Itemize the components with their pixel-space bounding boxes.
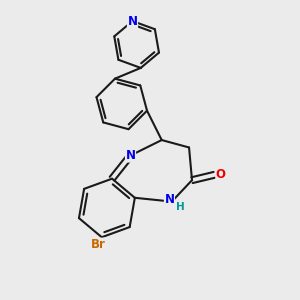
Text: H: H <box>176 202 184 212</box>
Text: N: N <box>164 193 174 206</box>
Text: N: N <box>128 15 137 28</box>
Text: N: N <box>125 149 136 162</box>
Text: O: O <box>216 168 226 181</box>
Text: Br: Br <box>91 238 106 251</box>
